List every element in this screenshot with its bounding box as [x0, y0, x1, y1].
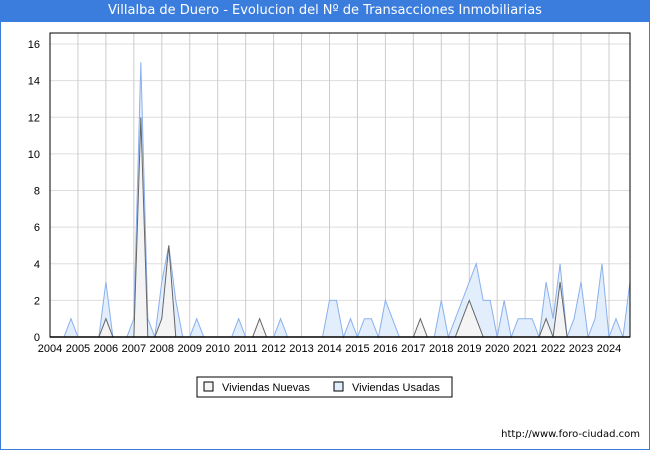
legend-label: Viviendas Nuevas — [222, 382, 310, 394]
legend-box — [196, 376, 453, 398]
y-tick-label: 2 — [34, 295, 40, 307]
x-tick-label: 2021 — [513, 343, 537, 355]
x-tick-label: 2004 — [38, 343, 62, 355]
legend: Viviendas Nuevas Viviendas Usadas — [196, 376, 453, 398]
y-tick-label: 16 — [28, 39, 40, 51]
y-tick-label: 4 — [34, 259, 40, 271]
x-tick-label: 2005 — [66, 343, 90, 355]
x-tick-label: 2017 — [401, 343, 425, 355]
y-tick-label: 6 — [34, 222, 40, 234]
y-tick-label: 10 — [28, 149, 40, 161]
viviendas-usadas-area — [50, 62, 630, 337]
x-tick-label: 2015 — [345, 343, 369, 355]
x-tick-label: 2006 — [94, 343, 118, 355]
x-tick-label: 2011 — [234, 343, 258, 355]
legend-swatch — [203, 381, 214, 392]
x-tick-label: 2023 — [569, 343, 593, 355]
legend-swatch — [333, 381, 344, 392]
y-tick-label: 12 — [28, 112, 40, 124]
x-tick-label: 2009 — [178, 343, 202, 355]
x-tick-label: 2016 — [373, 343, 397, 355]
y-tick-label: 14 — [28, 76, 40, 88]
x-tick-label: 2019 — [457, 343, 481, 355]
x-tick-label: 2020 — [485, 343, 509, 355]
x-tick-label: 2018 — [429, 343, 453, 355]
source-url[interactable]: http://www.foro-ciudad.com — [501, 429, 640, 440]
chart-title: Villalba de Duero - Evolucion del Nº de … — [0, 0, 650, 22]
x-tick-label: 2013 — [289, 343, 313, 355]
y-tick-label: 8 — [34, 186, 40, 198]
y-tick-label: 0 — [34, 332, 40, 344]
x-tick-label: 2024 — [597, 343, 621, 355]
x-tick-label: 2022 — [541, 343, 565, 355]
x-tick-label: 2014 — [317, 343, 341, 355]
x-tick-label: 2008 — [150, 343, 174, 355]
x-tick-label: 2010 — [205, 343, 229, 355]
x-tick-label: 2012 — [261, 343, 285, 355]
x-tick-label: 2007 — [122, 343, 146, 355]
legend-label: Viviendas Usadas — [352, 382, 440, 394]
